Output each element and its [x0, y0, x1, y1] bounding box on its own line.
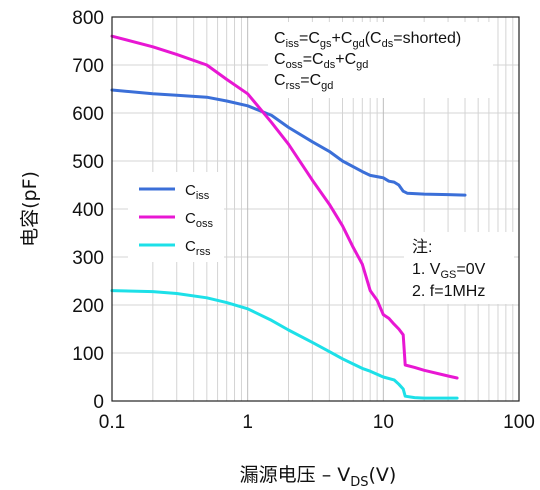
legend-label-oss: Coss	[185, 210, 213, 230]
y-tick-label: 200	[72, 296, 104, 317]
formula-line-3: Crss=Cgd	[274, 72, 333, 92]
plot-frame	[111, 16, 520, 402]
x-axis-title: 漏源电压 – VDS(V)	[240, 464, 397, 490]
x-tick-label: 0.1	[99, 412, 125, 433]
y-axis-title: 电容(pF)	[19, 171, 41, 247]
formula-box	[268, 22, 493, 98]
note-line-2: 1. VGS=0V	[412, 261, 486, 281]
series-line-rss	[110, 289, 459, 400]
legend-label-iss: Ciss	[185, 182, 210, 202]
axis-titles: 电容(pF) 漏源电压 – VDS(V)	[19, 171, 396, 490]
y-tick-label: 500	[72, 152, 104, 173]
y-tick-label: 800	[72, 8, 104, 29]
note-line-3: 2. f=1MHz	[412, 283, 485, 300]
note-line-1: 注:	[412, 238, 432, 256]
tick-labels: 0 100 200 300 400 500 600 700 800 0.1 1 10 100	[72, 8, 535, 433]
x-tick-label: 1	[242, 412, 253, 433]
x-tick-label: 100	[503, 412, 535, 433]
annotations: Ciss=Cgs+Cgd(Cds=shorted)Coss=Cds+CgdCrs…	[268, 22, 514, 304]
y-tick-label: 600	[72, 104, 104, 125]
series-line-oss	[110, 34, 459, 380]
y-tick-label: 400	[72, 200, 104, 221]
series-lines	[110, 34, 467, 400]
y-tick-label: 100	[72, 344, 104, 365]
x-tick-label: 10	[373, 412, 394, 433]
y-tick-label: 300	[72, 248, 104, 269]
notes-box	[404, 232, 514, 304]
y-tick-label: 700	[72, 56, 104, 77]
series-line-iss	[110, 88, 467, 197]
legend-label-rss: Crss	[185, 238, 211, 258]
legend: Ciss Coss Crss	[128, 172, 224, 262]
formula-line-1: Ciss=Cgs+Cgd(Cds=shorted)	[274, 30, 461, 50]
y-tick-label: 0	[93, 392, 104, 413]
formula-line-2: Coss=Cds+Cgd	[274, 51, 368, 71]
